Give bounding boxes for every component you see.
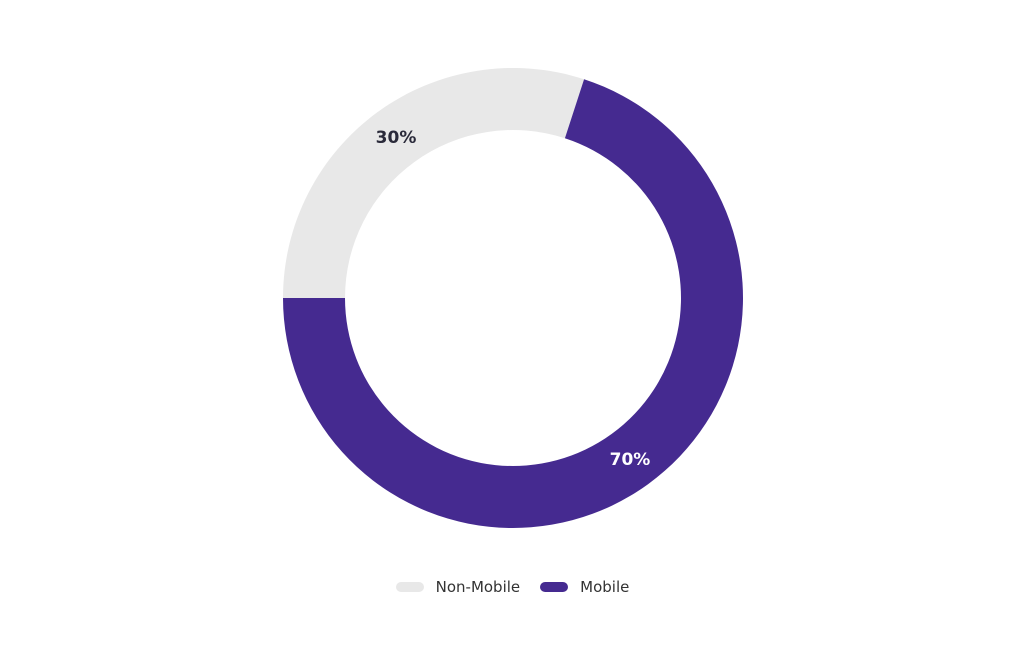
data-label-mobile: 70%: [610, 450, 651, 470]
legend-label-mobile: Mobile: [580, 578, 630, 596]
data-label-non-mobile: 30%: [376, 128, 417, 148]
legend-item-mobile[interactable]: Mobile: [540, 578, 629, 596]
legend-swatch-mobile: [540, 582, 569, 592]
legend-item-non-mobile[interactable]: Non-Mobile: [395, 578, 521, 596]
legend: Non-Mobile Mobile: [0, 578, 1025, 596]
legend-swatch-non-mobile: [395, 582, 424, 592]
slice-non-mobile[interactable]: [283, 68, 585, 298]
legend-label-non-mobile: Non-Mobile: [435, 578, 521, 596]
